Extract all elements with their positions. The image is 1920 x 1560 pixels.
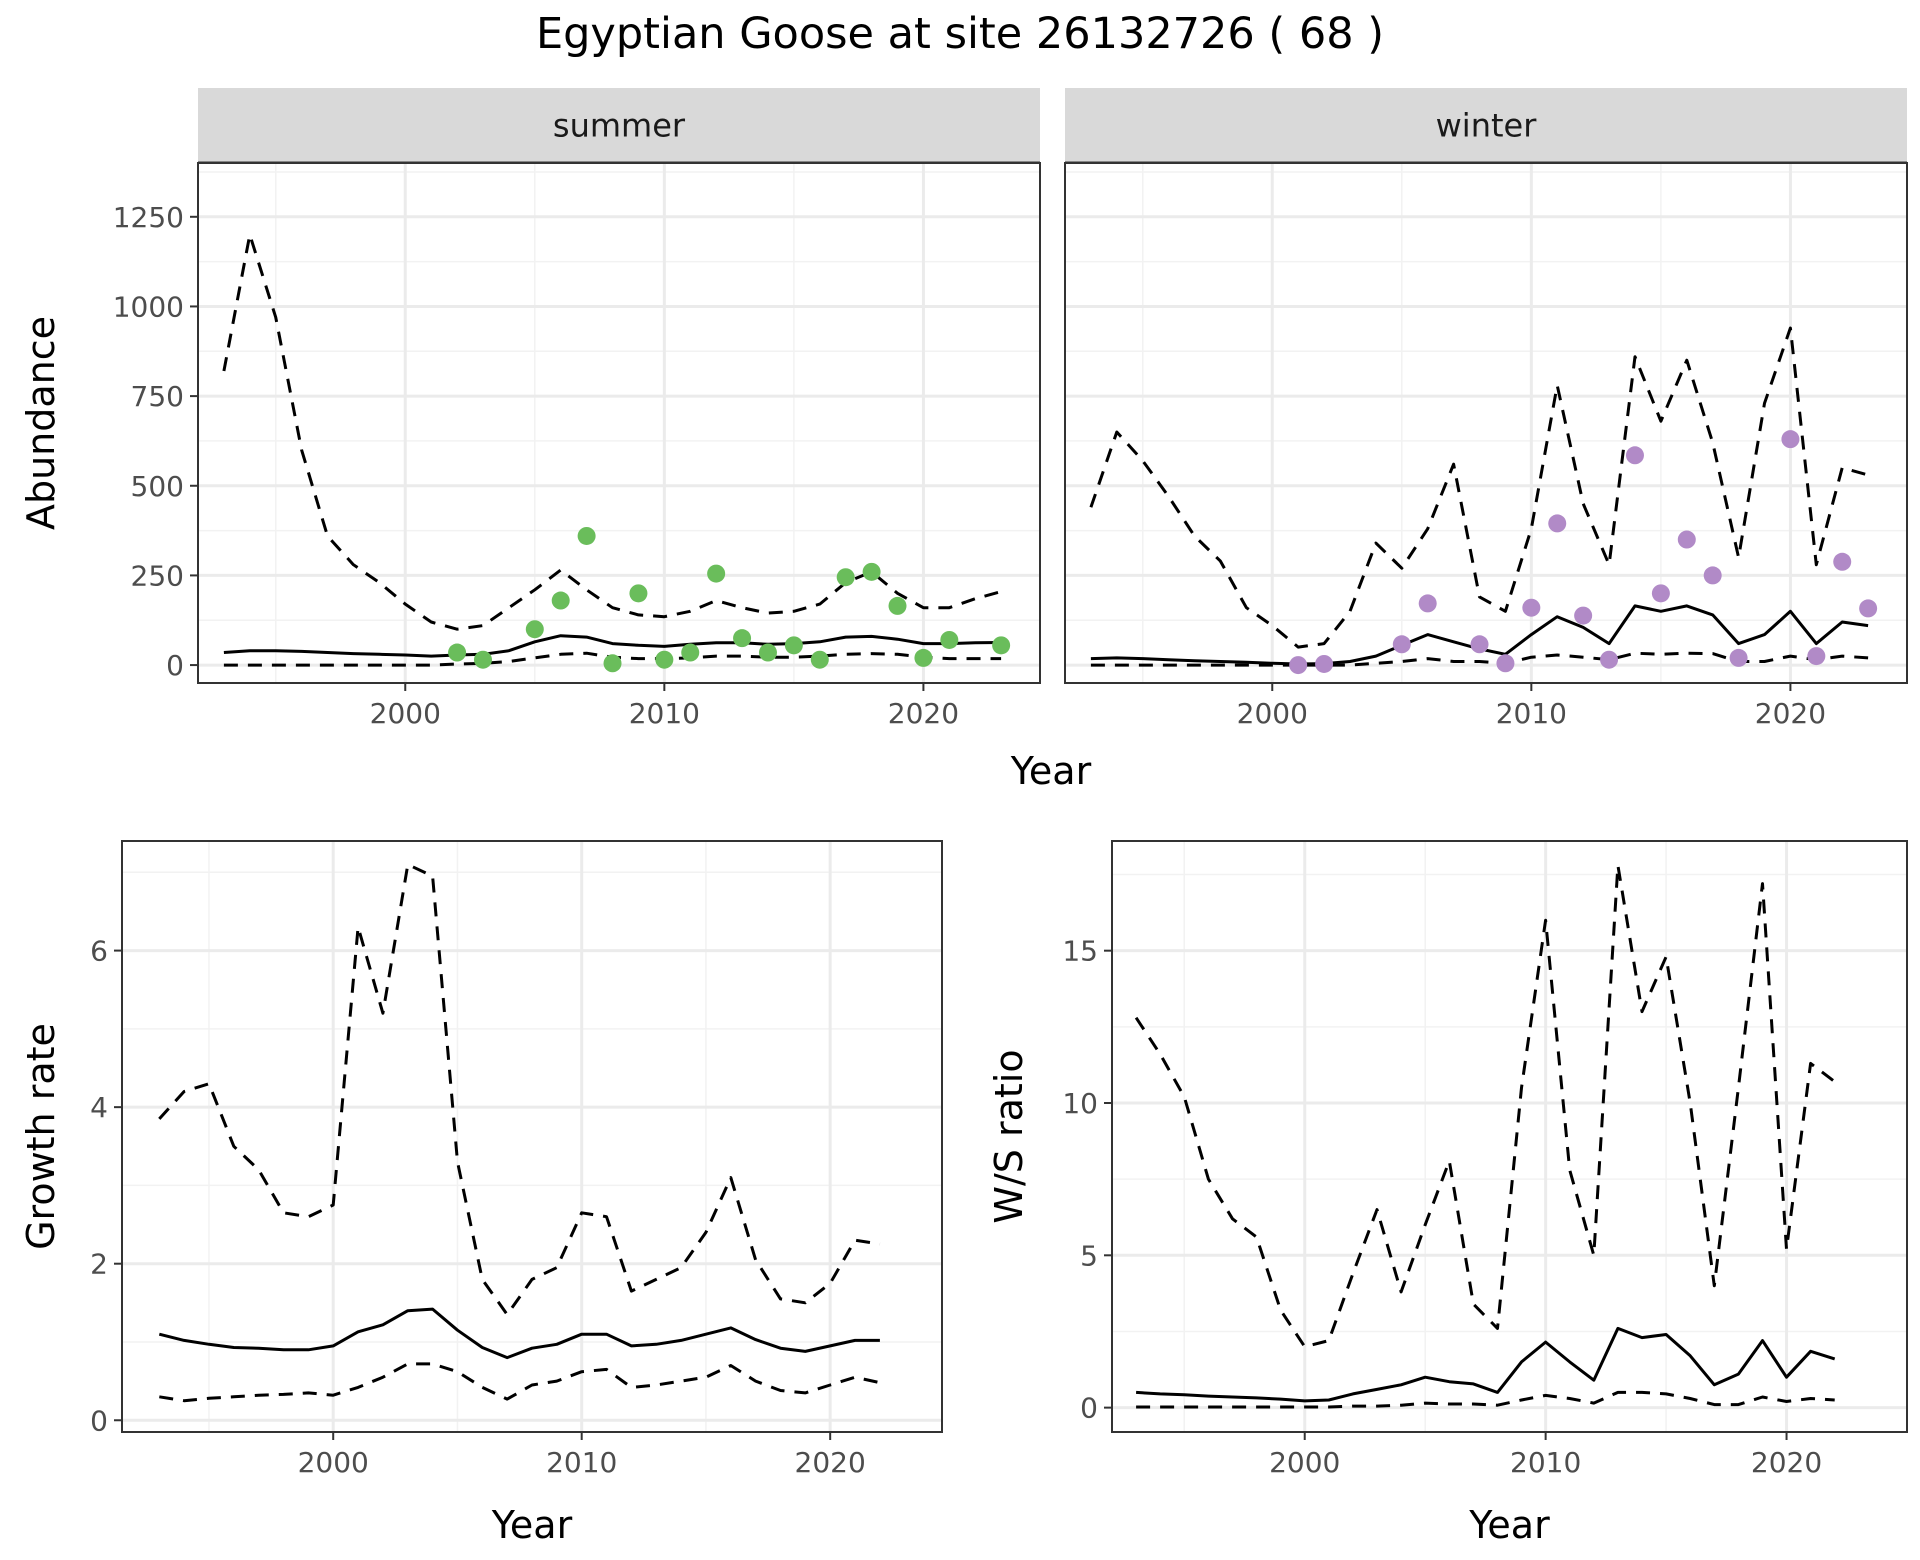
- observation-point: [1781, 430, 1800, 449]
- observation-point: [940, 630, 959, 649]
- x-tick-label: 2020: [795, 1446, 866, 1479]
- observation-point: [1600, 650, 1619, 669]
- panel-background: [1065, 163, 1907, 683]
- x-axis-title: Year: [491, 1503, 573, 1547]
- observation-point: [1833, 552, 1852, 571]
- x-tick-label: 2000: [298, 1446, 369, 1479]
- observation-point: [1392, 635, 1411, 654]
- panel-border: [197, 162, 1041, 684]
- observation-point: [448, 643, 467, 662]
- panel-background: [198, 163, 1040, 683]
- y-tick-label: 1250: [113, 201, 184, 234]
- observation-point: [862, 562, 881, 581]
- y-tick-label: 4: [90, 1091, 108, 1124]
- figure-title: Egyptian Goose at site 26132726 ( 68 ): [536, 9, 1384, 59]
- x-tick-label: 2000: [370, 697, 441, 730]
- observation-point: [1470, 635, 1489, 654]
- y-axis-title: W/S ratio: [987, 1049, 1031, 1223]
- y-tick-label: 0: [166, 649, 184, 682]
- observation-point: [1496, 654, 1515, 673]
- series-line-lower: [159, 1362, 881, 1403]
- facet-strip-label: summer: [553, 107, 686, 145]
- observation-point: [1315, 654, 1334, 673]
- series-line-upper: [158, 863, 881, 1317]
- observation-point: [525, 620, 544, 639]
- abundance-x-axis-title: Year: [1010, 749, 1092, 793]
- observation-point: [603, 654, 622, 673]
- observation-point: [992, 636, 1011, 655]
- x-tick-label: 2020: [1751, 1446, 1822, 1479]
- series-line-estimate: [1136, 1326, 1836, 1403]
- observation-point: [577, 526, 596, 545]
- x-tick-label: 2020: [1755, 697, 1826, 730]
- y-tick-label: 2: [90, 1248, 108, 1281]
- x-tick-label: 2000: [1237, 697, 1308, 730]
- series-line-lower: [1136, 1390, 1835, 1409]
- y-tick-label: 250: [131, 559, 184, 592]
- x-tick-label: 2020: [888, 697, 959, 730]
- y-tick-label: 15: [1062, 935, 1098, 968]
- observation-point: [733, 629, 752, 648]
- x-tick-label: 2010: [546, 1446, 617, 1479]
- panel-border: [121, 840, 943, 1433]
- observation-point: [1574, 606, 1593, 625]
- observation-point: [1807, 647, 1826, 666]
- observation-point: [1703, 566, 1722, 585]
- observation-point: [810, 650, 829, 669]
- observation-point: [758, 643, 777, 662]
- y-axis-title: Abundance: [19, 316, 63, 530]
- series-line-upper: [222, 233, 1002, 631]
- y-tick-label: 6: [90, 935, 108, 968]
- series-line-estimate: [223, 634, 1002, 658]
- series-line-estimate: [158, 1307, 880, 1360]
- x-tick-label: 2000: [1269, 1446, 1340, 1479]
- observation-point: [1651, 584, 1670, 603]
- panel-abundance-winter: winter 2000 2010 2020: [1064, 88, 1908, 730]
- observation-point: [836, 568, 855, 587]
- observation-point: [1625, 446, 1644, 465]
- observation-point: [784, 636, 803, 655]
- y-tick-label: 0: [90, 1404, 108, 1437]
- series-line-upper: [1134, 863, 1836, 1349]
- observation-point: [888, 596, 907, 615]
- observation-point: [1289, 656, 1308, 675]
- panel-border: [1064, 162, 1908, 684]
- observation-point: [1522, 598, 1541, 617]
- series-line-upper: [1089, 326, 1869, 649]
- facet-strip: [198, 88, 1040, 163]
- y-tick-label: 750: [131, 380, 184, 413]
- panel-ws-ratio: 2000 2010 2020 0 5 10 15 W/S ratio Year: [987, 840, 1908, 1547]
- observation-point: [1677, 530, 1696, 549]
- panel-background: [122, 841, 942, 1432]
- observation-point: [1859, 599, 1878, 618]
- observation-point: [707, 564, 726, 583]
- panel-abundance-summer: summer 2000 2010 2020 0 250 500 750 1000 1250 Abun…: [19, 88, 1041, 730]
- x-tick-label: 2010: [629, 697, 700, 730]
- observation-point: [629, 584, 648, 603]
- observation-point: [473, 650, 492, 669]
- panel-background: [1112, 841, 1907, 1432]
- x-tick-label: 2010: [1496, 697, 1567, 730]
- facet-strip: [1065, 88, 1907, 163]
- y-tick-label: 10: [1062, 1087, 1098, 1120]
- observation-point: [551, 591, 570, 610]
- y-tick-label: 1000: [113, 290, 184, 323]
- facet-strip-label: winter: [1436, 107, 1538, 145]
- observation-point: [1548, 514, 1567, 533]
- y-axis-title: Growth rate: [19, 1023, 63, 1250]
- panel-growth-rate: 2000 2010 2020 0 2 4 6 Growth rate Year: [19, 840, 943, 1547]
- y-tick-label: 5: [1080, 1239, 1098, 1272]
- observation-point: [1729, 648, 1748, 667]
- y-tick-label: 0: [1080, 1392, 1098, 1425]
- observation-point: [681, 643, 700, 662]
- observation-point: [1418, 594, 1437, 613]
- x-axis-title: Year: [1468, 1503, 1550, 1547]
- x-tick-label: 2010: [1510, 1446, 1581, 1479]
- observation-point: [655, 650, 674, 669]
- observation-point: [914, 648, 933, 667]
- panel-border: [1111, 840, 1908, 1433]
- y-tick-label: 500: [131, 470, 184, 503]
